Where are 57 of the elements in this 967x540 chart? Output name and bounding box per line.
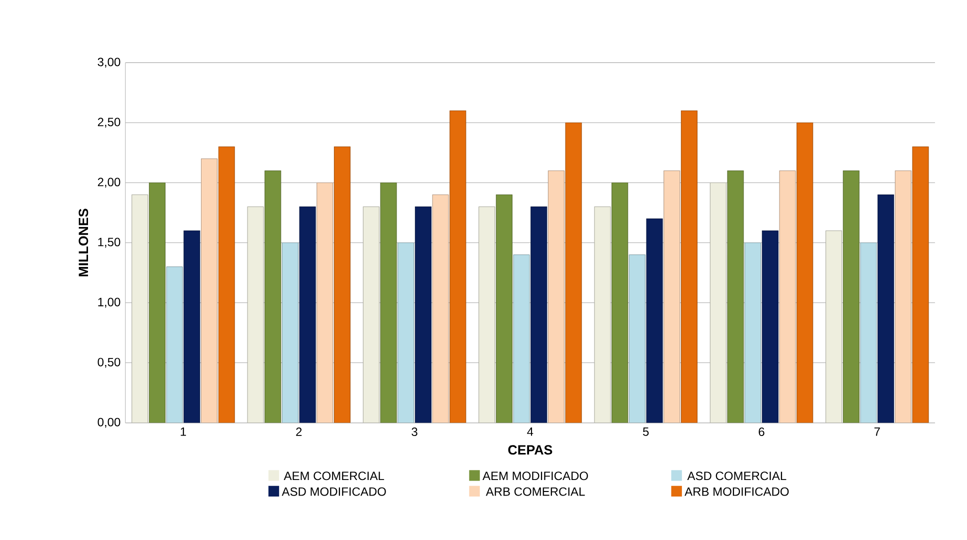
bar bbox=[646, 218, 663, 423]
bar bbox=[184, 230, 200, 423]
bar bbox=[727, 170, 744, 423]
legend-label: ARB MODIFICADO bbox=[684, 487, 789, 496]
legend-label: AEM MODIFICADO bbox=[482, 472, 588, 480]
x-tick-label: 5 bbox=[642, 427, 649, 436]
y-tick-label: 2,00 bbox=[98, 178, 120, 188]
x-tick-label: 2 bbox=[296, 427, 302, 436]
x-tick-label: 7 bbox=[874, 427, 880, 436]
bar bbox=[612, 182, 628, 423]
bar bbox=[282, 242, 298, 423]
y-tick-label: 1,50 bbox=[98, 238, 120, 248]
bar bbox=[316, 182, 334, 423]
y-tick-label: 1,00 bbox=[98, 298, 120, 308]
bar bbox=[894, 170, 912, 423]
bar bbox=[779, 170, 796, 423]
legend-label: ASD MODIFICADO bbox=[282, 487, 386, 496]
bar bbox=[842, 170, 860, 423]
bar bbox=[380, 182, 397, 423]
y-tick-label: 2,50 bbox=[98, 118, 120, 128]
bar bbox=[680, 110, 698, 423]
x-tick-label: 3 bbox=[412, 427, 418, 436]
bar bbox=[860, 242, 877, 423]
bar bbox=[166, 266, 183, 423]
bar bbox=[565, 122, 582, 423]
x-tick-label: 6 bbox=[758, 427, 764, 436]
bar bbox=[299, 206, 316, 423]
x-tick-label: 1 bbox=[180, 427, 186, 436]
bar bbox=[496, 194, 512, 423]
x-tick-label: 4 bbox=[527, 427, 534, 436]
bar bbox=[334, 146, 350, 423]
bar bbox=[218, 146, 235, 423]
bar bbox=[200, 158, 218, 423]
legend-label: ARB COMERCIAL bbox=[486, 487, 585, 496]
y-axis-title: MILLONES bbox=[78, 208, 88, 276]
bar bbox=[513, 254, 530, 423]
bar bbox=[398, 242, 414, 423]
bar bbox=[432, 194, 449, 423]
bar bbox=[148, 182, 166, 423]
bar bbox=[912, 146, 929, 423]
bar bbox=[878, 194, 894, 423]
bar bbox=[530, 206, 548, 423]
bar bbox=[796, 122, 814, 423]
legend-label: AEM COMERCIAL bbox=[284, 472, 384, 480]
bar bbox=[664, 170, 680, 423]
bar bbox=[264, 170, 282, 423]
y-tick-label: 0,00 bbox=[98, 418, 120, 428]
x-axis-title: CEPAS bbox=[508, 445, 552, 455]
bar bbox=[450, 110, 466, 423]
legend-label: ASD COMERCIAL bbox=[687, 472, 786, 480]
y-tick-label: 0,50 bbox=[98, 358, 120, 368]
bar bbox=[762, 230, 778, 423]
bar bbox=[628, 254, 646, 423]
y-tick-label: 3,00 bbox=[98, 58, 120, 68]
bar bbox=[548, 170, 564, 423]
bar bbox=[744, 242, 762, 423]
bar bbox=[414, 206, 432, 423]
